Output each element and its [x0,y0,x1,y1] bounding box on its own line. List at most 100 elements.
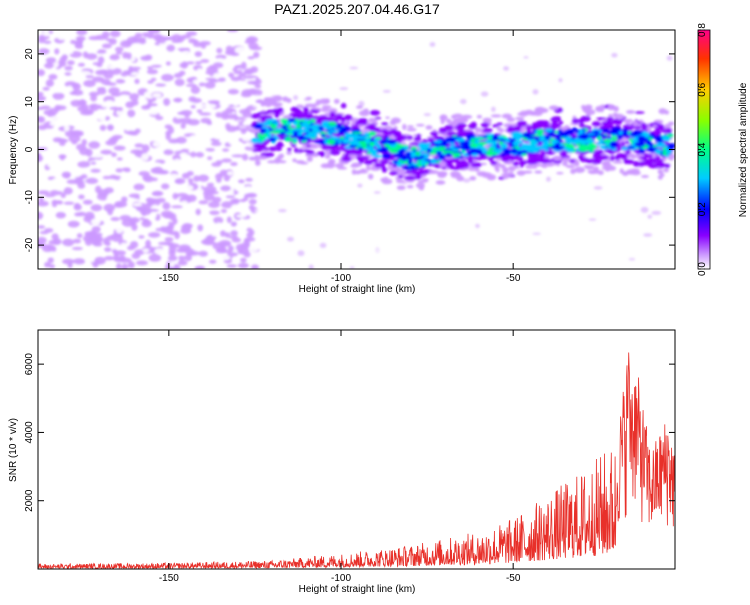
spectrogram-cell-531 [44,193,56,198]
spectrogram-cell-3016 [253,123,264,130]
spectrogram-cell-1300 [282,96,289,102]
spectrogram-cell-889 [231,198,240,205]
spectrogram-cell-3091 [471,153,478,157]
spectrogram-cell-1017 [277,167,285,171]
spectrogram-cell-560 [163,149,174,156]
spectrogram-cell-2094 [591,121,601,127]
spectrogram-cell-661 [105,140,117,146]
spectrogram-cell-794 [103,71,114,79]
spectrogram-cell-2493 [354,152,364,156]
spectrogram-cell-3193 [379,139,388,145]
spectrogram-cell-3237 [452,152,461,157]
spectrogram-cell-40 [161,183,170,190]
spectrogram-cell-793 [48,108,59,115]
spectrogram-cell-1053 [503,66,510,71]
spectrogram-cell-2297 [540,151,546,158]
spectrogram-cell-3225 [342,138,351,144]
spectrogram-cell-117 [253,51,260,59]
spectrogram-cell-1090 [651,210,662,215]
snr-x-label: Height of straight line (km) [299,584,416,595]
spectrogram-cell-757 [72,89,84,96]
spectrogram-cell-105 [38,190,50,195]
spectrogram-cell-1028 [382,90,391,93]
spectrogram-cell-564 [208,79,219,83]
spectrogram-cell-3229 [638,135,646,140]
spectrogram-cell-3002 [602,128,610,133]
spectrogram-cell-716 [216,247,223,252]
spectrogram-cell-3258 [261,126,267,129]
spectrogram-cell-2064 [492,124,499,128]
spectrogram-cell-759 [143,175,155,183]
spectrogram-cell-2407 [314,119,322,123]
spectrogram-cell-609 [220,255,231,261]
spectrogram-cell-575 [56,32,67,41]
spectrogram-cell-953 [653,68,661,73]
spectrogram-cell-877 [164,213,174,219]
spectrogram-cell-849 [148,253,162,262]
spectrogram-cell-1464 [396,185,406,190]
spectrogram-cell-3257 [645,139,652,146]
spectrogram-cell-3209 [634,141,646,147]
spectrogram-cell-970 [463,178,471,183]
spectrogram-cell-718 [239,72,247,77]
spectrogram-cell-3138 [663,136,670,141]
spectrogram-cell-1394 [340,102,347,109]
spectrogram-cell-1428 [300,146,309,149]
spectrogram-cell-551 [212,196,222,203]
spectrogram-cell-1372 [469,176,477,181]
spectrogram-cell-2672 [259,128,267,134]
spectrogram-cell-288 [134,249,145,256]
spectrogram-cell-659 [137,37,147,42]
spectrogram-cell-873 [230,221,238,227]
spectrogram-cell-785 [140,47,146,51]
spectrogram-cell-404 [207,156,213,161]
spectrogram-cell-2379 [416,133,421,139]
spectrogram-cell-834 [83,235,93,242]
spectrogram-cell-542 [242,75,255,79]
spectrogram-cell-2556 [546,159,554,163]
spectrogram-cell-247 [47,257,54,264]
spectrogram-cell-957 [577,199,583,204]
spectrogram-cell-3101 [544,128,553,133]
spectrogram-cell-1130 [366,212,374,218]
spectrogram-cell-1108 [462,209,467,214]
y-tick-label-2: 6000 [24,353,35,376]
spectrogram-cell-1064 [472,64,480,68]
spectrogram-cell-1152 [588,200,599,206]
spectrogram-cell-496 [156,197,166,203]
spectrogram-cell-2737 [285,136,292,142]
snr-frame [37,329,676,570]
spectrogram-cell-3259 [370,151,377,157]
spectrogram-cell-151 [59,154,65,161]
spectrogram-cell-1714 [396,179,405,184]
spectrogram-cell-462 [167,255,178,262]
spectrogram-cell-549 [231,204,240,209]
spectrogram-cell-2092 [468,123,477,130]
spectrogram-cell-465 [206,33,215,38]
spectrogram-cell-3174 [554,142,561,149]
spectrogram-cell-727 [177,260,188,266]
spectrogram-cell-3119 [328,121,337,127]
spectrogram-cell-2889 [438,146,447,152]
y-tick-label-4: 20 [24,48,35,60]
spectrogram-cell-1584 [516,170,526,176]
spectrogram-cell-1103 [558,256,568,263]
spectrogram-cell-1608 [389,120,397,126]
colorbar-tick-label-0: 0.0 [697,262,708,276]
spectrogram-cell-2501 [647,157,659,164]
spectrogram-cell-2486 [310,109,318,113]
spectrogram-cell-1119 [349,186,354,189]
spectrogram-cell-5 [115,46,124,53]
spectrogram-cell-1623 [324,98,331,104]
spectrogram-cell-1009 [546,176,551,182]
spectrogram-cell-1763 [446,118,452,124]
spectrogram-cell-677 [175,136,187,144]
spectrogram-cell-1847 [613,106,619,112]
spectrogram-cell-916 [454,209,460,215]
spectrogram-cell-568 [243,196,249,202]
spectrogram-cell-1111 [475,223,480,228]
spectrogram-cell-624 [90,94,97,102]
spectrogram-cell-772 [175,115,183,119]
spectrogram-cell-860 [74,212,82,217]
spectrogram-cell-1051 [526,67,534,72]
